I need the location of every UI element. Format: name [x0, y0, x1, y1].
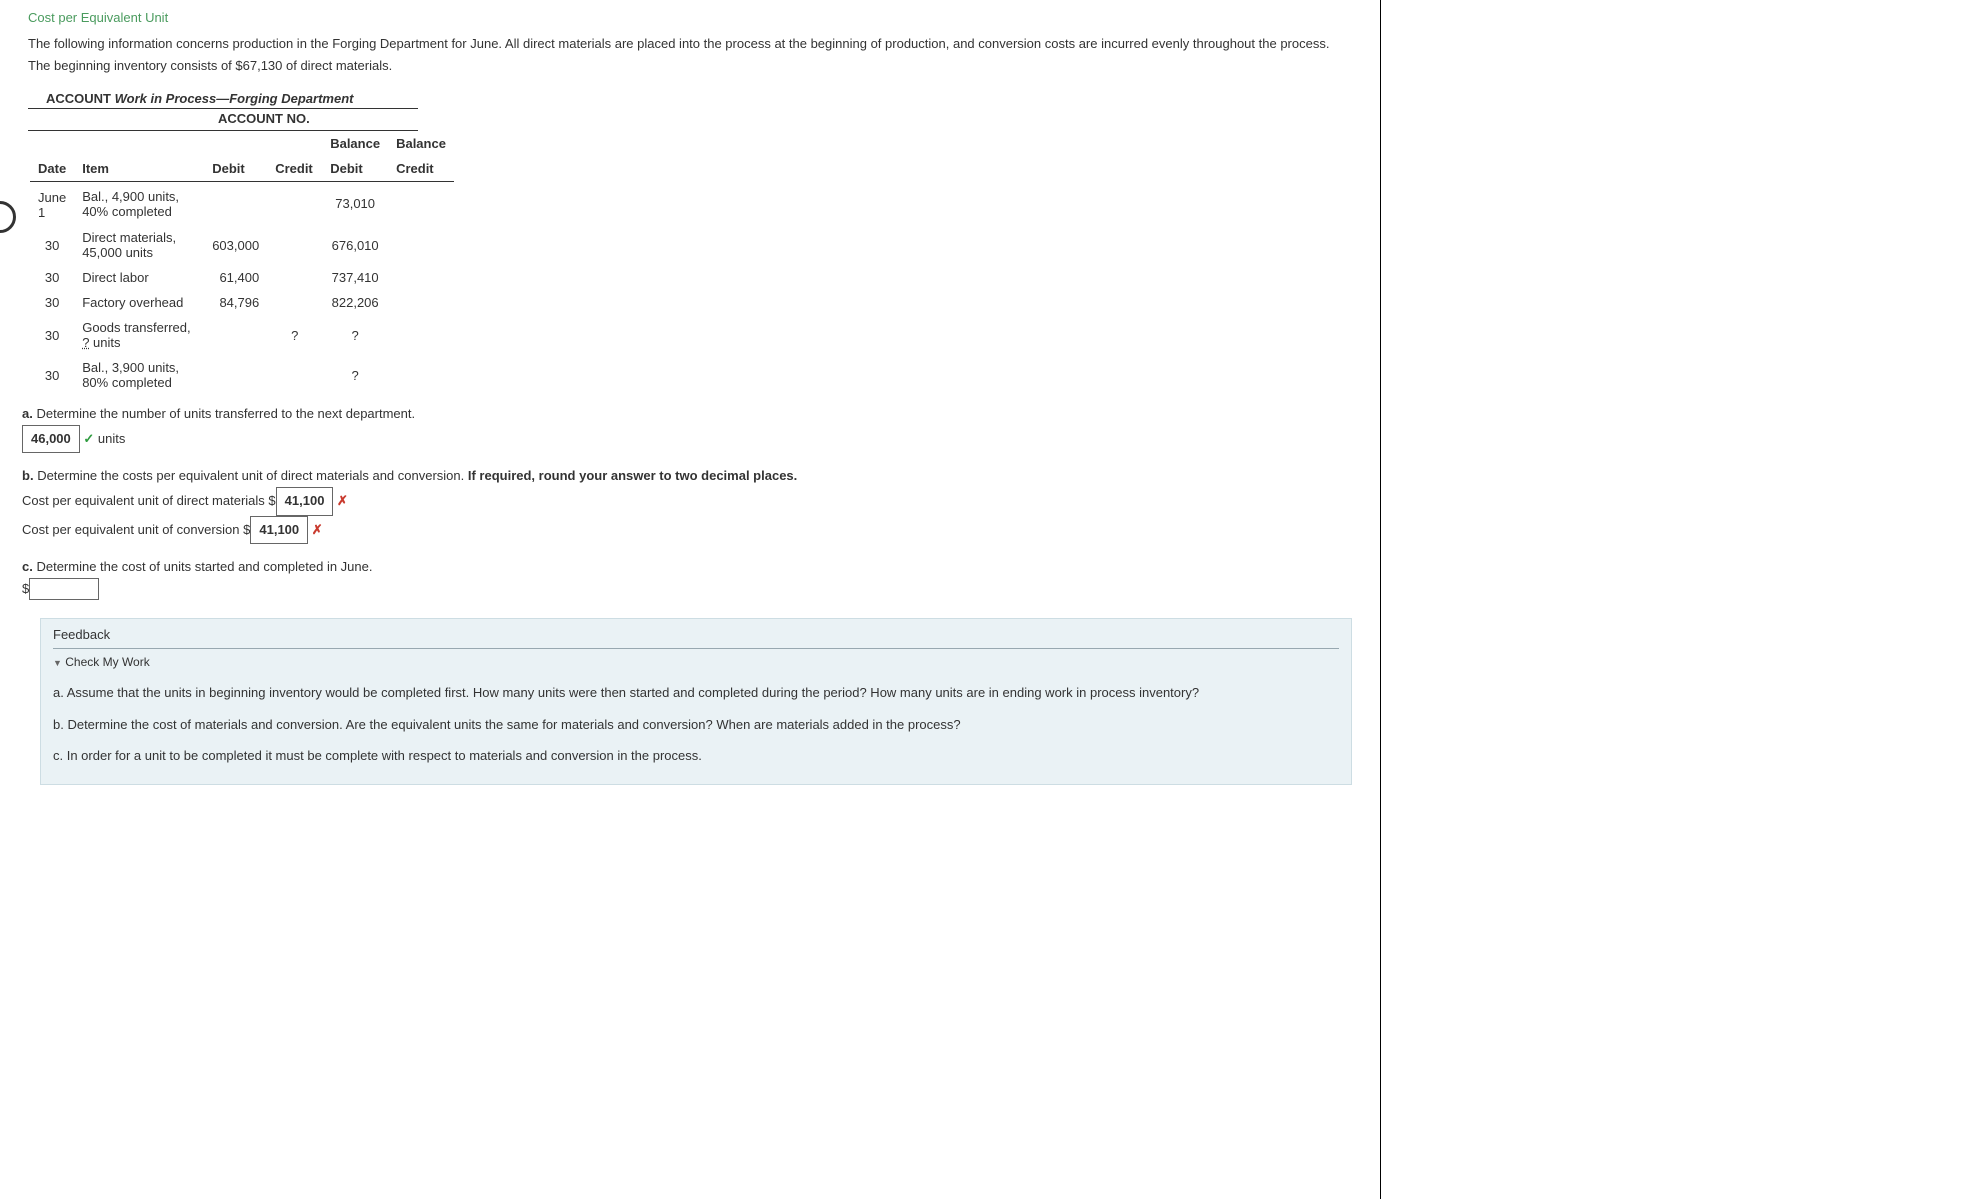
cell: 61,400: [204, 265, 267, 290]
account-header: ACCOUNT Work in Process—Forging Departme…: [28, 87, 418, 109]
qa-label: a.: [22, 406, 33, 421]
feedback-c: c. In order for a unit to be completed i…: [53, 740, 1339, 772]
cell: 30: [30, 355, 74, 395]
table-row: 30 Bal., 3,900 units,80% completed ?: [30, 355, 454, 395]
cell: units: [89, 335, 120, 350]
col-date: Date: [30, 156, 74, 182]
cell: 603,000: [204, 225, 267, 265]
qc-label: c.: [22, 559, 33, 574]
answer-input-c[interactable]: [29, 578, 99, 600]
answer-input-a[interactable]: 46,000: [22, 425, 80, 453]
qa-text: Determine the number of units transferre…: [36, 406, 415, 421]
table-row: 30 Direct materials,45,000 units 603,000…: [30, 225, 454, 265]
qc-text: Determine the cost of units started and …: [36, 559, 372, 574]
cell: Bal., 4,900 units,: [82, 189, 179, 204]
col-credit: Credit: [267, 156, 322, 182]
col-balance-2: Balance: [388, 131, 454, 156]
dollar-sign: $: [268, 493, 275, 508]
cell: Direct labor: [74, 265, 204, 290]
check-my-work-toggle[interactable]: ▼ Check My Work: [53, 655, 1339, 669]
dollar-sign: $: [243, 522, 250, 537]
cell: ?: [322, 355, 388, 395]
cell: Bal., 3,900 units,: [82, 360, 179, 375]
table-row: 30 Factory overhead 84,796 822,206: [30, 290, 454, 315]
cell: 80% completed: [82, 375, 172, 390]
col-debit: Debit: [204, 156, 267, 182]
feedback-a: a. Assume that the units in beginning in…: [53, 677, 1339, 709]
cell: ?: [267, 315, 322, 355]
question-b: b. Determine the costs per equivalent un…: [0, 457, 1380, 547]
cell: ?: [322, 315, 388, 355]
units-label: units: [98, 431, 125, 446]
cell: 822,206: [322, 290, 388, 315]
cell: 30: [30, 265, 74, 290]
cell: 30: [30, 290, 74, 315]
cell: Direct materials,: [82, 230, 176, 245]
qb-text1: Determine the costs per equivalent unit …: [37, 468, 468, 483]
col-bal-debit: Debit: [322, 156, 388, 182]
qb-cv-label: Cost per equivalent unit of conversion: [22, 522, 240, 537]
cross-icon: ✗: [337, 493, 348, 508]
dollar-sign: $: [22, 581, 29, 596]
feedback-panel: Feedback ▼ Check My Work a. Assume that …: [40, 618, 1352, 785]
cross-icon: ✗: [312, 522, 323, 537]
cmw-label: Check My Work: [65, 655, 149, 669]
ledger-table: Balance Balance Date Item Debit Credit D…: [30, 131, 454, 395]
account-header-name: Work in Process—Forging Department: [115, 91, 354, 106]
feedback-b: b. Determine the cost of materials and c…: [53, 709, 1339, 741]
cell: 84,796: [204, 290, 267, 315]
qb-label: b.: [22, 468, 34, 483]
check-icon: ✓: [83, 431, 94, 446]
qb-text-bold: If required, round your answer to two de…: [468, 468, 797, 483]
cell: Factory overhead: [74, 290, 204, 315]
col-bal-credit: Credit: [388, 156, 454, 182]
answer-input-b-cv[interactable]: 41,100: [250, 516, 308, 544]
cell: 737,410: [322, 265, 388, 290]
triangle-down-icon: ▼: [53, 658, 62, 668]
cell: 40% completed: [82, 204, 172, 219]
cell: 30: [30, 315, 74, 355]
account-ledger: ACCOUNT Work in Process—Forging Departme…: [0, 87, 1380, 395]
cell: 45,000 units: [82, 245, 153, 260]
table-row: 30 Direct labor 61,400 737,410: [30, 265, 454, 290]
table-row: June1 Bal., 4,900 units,40% completed 73…: [30, 182, 454, 226]
question-c: c. Determine the cost of units started a…: [0, 548, 1380, 605]
account-header-prefix: ACCOUNT: [46, 91, 115, 106]
col-item: Item: [74, 156, 204, 182]
cell: 30: [30, 225, 74, 265]
feedback-title: Feedback: [53, 627, 1339, 649]
intro-text: The following information concerns produ…: [0, 33, 1380, 87]
account-no-label: ACCOUNT NO.: [28, 109, 418, 131]
qb-dm-label: Cost per equivalent unit of direct mater…: [22, 493, 265, 508]
col-balance-1: Balance: [322, 131, 388, 156]
answer-input-b-dm[interactable]: 41,100: [276, 487, 334, 515]
page-title: Cost per Equivalent Unit: [0, 10, 1380, 33]
cell: Goods transferred,: [82, 320, 190, 335]
table-row: 30 Goods transferred,? units ? ?: [30, 315, 454, 355]
question-a: a. Determine the number of units transfe…: [0, 395, 1380, 457]
cell: 73,010: [322, 182, 388, 226]
cell: 676,010: [322, 225, 388, 265]
